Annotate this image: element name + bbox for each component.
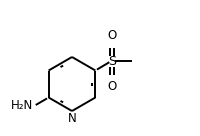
Text: N: N <box>68 112 76 126</box>
Text: S: S <box>108 55 116 67</box>
Text: O: O <box>107 29 116 42</box>
Text: O: O <box>107 80 116 93</box>
Text: H₂N: H₂N <box>11 99 33 112</box>
